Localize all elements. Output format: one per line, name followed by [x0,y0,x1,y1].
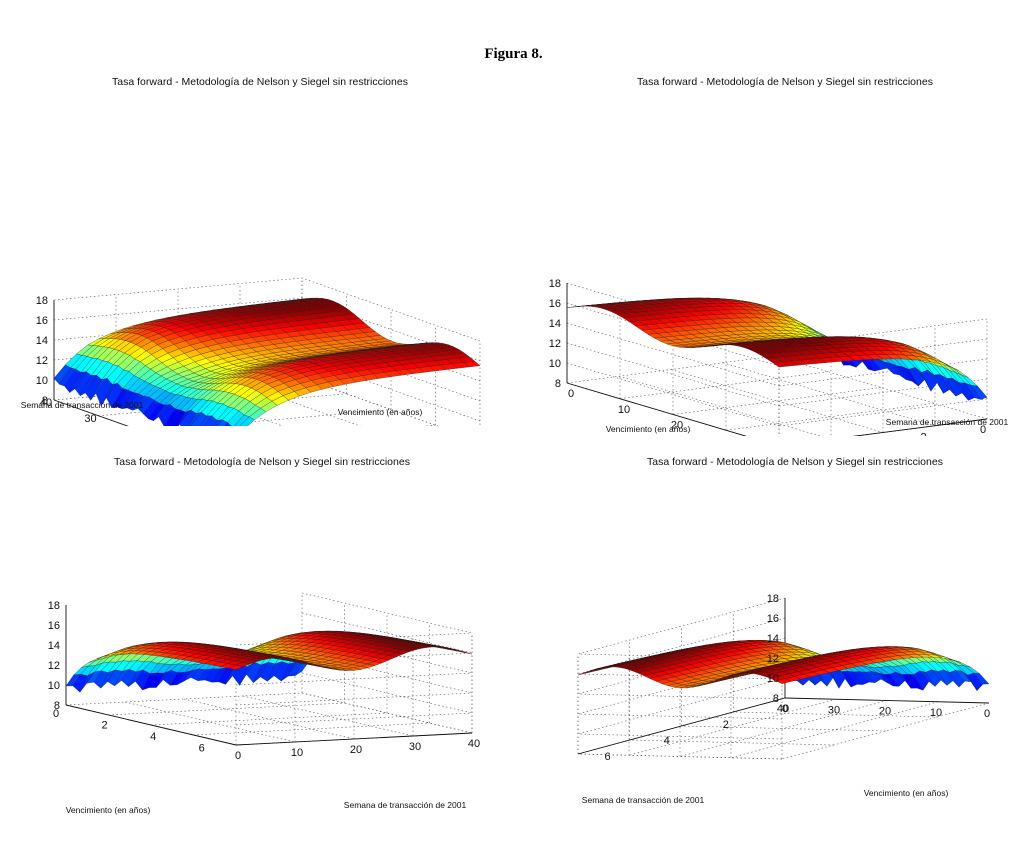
x-tick-label: 6 [605,751,611,763]
x-axis-line [852,418,988,436]
y-tick-label: 30 [724,435,736,436]
chart-title: Tasa forward - Metodología de Nelson y S… [114,456,410,468]
x-tick-label: 2 [102,719,108,731]
z-tick-label: 16 [36,315,48,327]
chart-panel-1: Tasa forward - Metodología de Nelson y S… [0,64,513,426]
x-tick-label: 0 [782,703,788,715]
z-tick-label: 10 [549,358,561,370]
z-tick-label: 10 [36,375,48,387]
y-axis-line [53,399,129,426]
chart-panel-4: Tasa forward - Metodología de Nelson y S… [513,448,1027,828]
axes [566,283,988,436]
figure-title: Figura 8. [484,46,543,62]
x-axis-label: Vencimiento (en años) [606,424,691,434]
x-tick-label: 4 [150,731,156,743]
x-axis-line [577,697,786,755]
x-axis-line [65,704,237,746]
z-tick-label: 16 [549,298,561,310]
surface-patch [239,416,255,426]
z-tick-label: 8 [773,693,779,705]
x-tick-label: 0 [980,424,986,436]
surface-mesh [53,297,481,426]
x-axis-label: Vencimiento (en años) [864,788,949,798]
chart-title: Tasa forward - Metodología de Nelson y S… [112,76,408,88]
chart-title: Tasa forward - Metodología de Nelson y S… [647,456,943,468]
y-axis-label: Semana de transacción de 2001 [582,795,705,805]
surface-patch [224,422,232,426]
z-tick-label: 18 [767,593,779,605]
chart-panel-3: Tasa forward - Metodología de Nelson y S… [0,448,513,828]
y-axis-label: Semana de transacción de 2001 [886,417,1009,427]
y-tick-label: 30 [409,741,421,753]
z-tick-label: 16 [767,613,779,625]
z-tick-label: 14 [48,640,60,652]
y-tick-label: 10 [930,707,942,719]
y-tick-label: 0 [984,708,990,720]
z-tick-label: 14 [767,633,779,645]
z-tick-label: 16 [48,620,60,632]
chart-title: Tasa forward - Metodología de Nelson y S… [637,76,933,88]
z-tick-label: 18 [549,278,561,290]
x-tick-label: 2 [921,432,927,436]
y-tick-label: 20 [671,420,683,432]
z-tick-label: 14 [549,318,561,330]
x-tick-label: 6 [199,742,205,754]
surface-chart-3: Tasa forward - Metodología de Nelson y S… [48,456,480,815]
surface-mesh [65,630,473,693]
z-tick-label: 12 [767,653,779,665]
y-tick-label: 40 [40,397,52,409]
y-axis-label: Semana de transacción de 2001 [344,800,467,810]
surface-chart-2: Tasa forward - Metodología de Nelson y S… [549,76,1009,436]
surface-chart-4: Tasa forward - Metodología de Nelson y S… [577,456,991,805]
y-tick-label: 10 [618,404,630,416]
x-axis-label: Vencimiento (en años) [66,805,151,815]
y-tick-label: 0 [235,750,241,762]
surface-patch [227,665,244,670]
chart-panel-2: Tasa forward - Metodología de Nelson y S… [513,64,1027,436]
x-tick-label: 0 [53,708,59,720]
axes [65,605,473,746]
z-tick-label: 14 [36,335,48,347]
surface-chart-1: Tasa forward - Metodología de Nelson y S… [21,76,481,426]
z-tick-label: 8 [42,395,48,407]
y-axis-line [235,732,473,746]
z-tick-label: 10 [767,673,779,685]
y-tick-label: 30 [84,413,96,425]
tick-labels: 8 10 12 14 16 18 0 2 4 6 0 10 20 30 40 [48,600,480,762]
surface-patch [217,419,228,426]
surface-patch [772,361,790,368]
surface-patch [775,678,792,684]
z-tick-label: 18 [36,295,48,307]
z-tick-label: 12 [48,660,60,672]
y-axis-label: Semana de transacción de 2001 [21,400,144,410]
y-tick-label: 10 [291,747,303,759]
y-tick-label: 40 [468,738,480,750]
y-tick-label: 40 [777,703,789,715]
x-tick-label: 2 [723,719,729,731]
z-tick-label: 10 [48,680,60,692]
y-tick-label: 30 [828,704,840,716]
axes [53,300,129,426]
y-tick-label: 0 [568,388,574,400]
surface-patch [203,415,218,426]
y-tick-label: 20 [350,744,362,756]
z-tick-label: 8 [54,700,60,712]
x-axis-label: Vencimiento (en años) [338,407,423,417]
z-tick-label: 12 [36,355,48,367]
y-axis-line [566,382,747,436]
z-tick-label: 8 [555,378,561,390]
z-tick-label: 18 [48,600,60,612]
x-tick-label: 4 [664,735,670,747]
y-axis-line [784,697,990,704]
z-tick-label: 12 [549,338,561,350]
surface-mesh [577,640,990,691]
surface-mesh [566,297,988,401]
y-tick-label: 20 [879,706,891,718]
tick-labels: 8 10 12 14 16 18 0 2 4 6 0 10 20 30 40 [605,593,991,763]
